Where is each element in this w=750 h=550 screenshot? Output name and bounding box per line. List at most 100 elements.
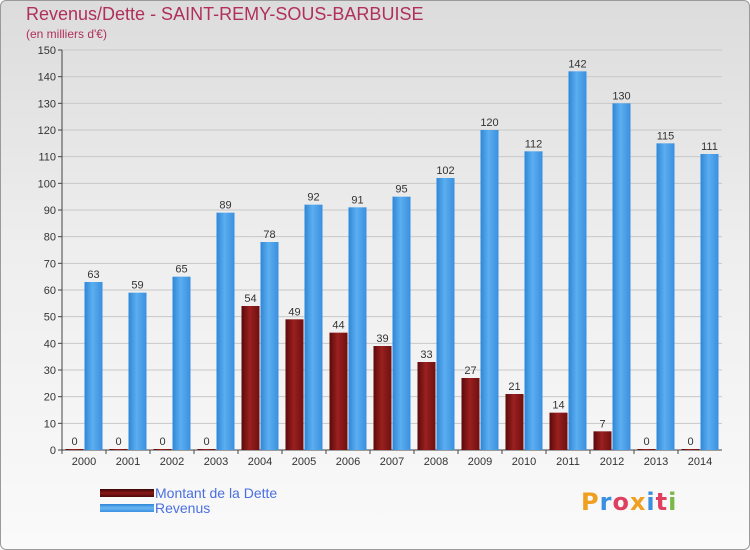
value-label-revenue: 63 xyxy=(87,269,99,281)
value-label-debt: 0 xyxy=(203,436,209,448)
bar-revenue xyxy=(348,207,367,450)
bar-debt xyxy=(197,449,216,450)
logo-letter: P xyxy=(581,488,600,516)
bar-revenue xyxy=(656,143,675,451)
y-tick-label: 40 xyxy=(44,338,56,350)
bar-debt xyxy=(417,362,436,450)
x-tick-label: 2012 xyxy=(600,456,624,468)
value-label-debt: 21 xyxy=(508,381,520,393)
value-label-revenue: 112 xyxy=(525,138,543,150)
bar-debt xyxy=(637,449,656,450)
bar-revenue xyxy=(304,204,323,450)
bar-debt xyxy=(373,346,392,450)
value-label-revenue: 102 xyxy=(436,165,454,177)
bars xyxy=(65,71,719,451)
value-label-revenue: 111 xyxy=(701,141,718,153)
x-tick-label: 2010 xyxy=(512,456,536,468)
bar-debt xyxy=(461,378,480,450)
logo-letter: t xyxy=(655,488,669,516)
logo-letter: x xyxy=(629,488,647,516)
y-tick-label: 100 xyxy=(38,178,56,190)
y-tick-label: 70 xyxy=(44,258,56,270)
value-label-debt: 0 xyxy=(115,436,121,448)
legend-swatch-debt xyxy=(100,489,154,497)
logo-letter: o xyxy=(612,488,630,516)
bar-revenue xyxy=(524,151,543,451)
value-label-debt: 0 xyxy=(159,436,165,448)
bar-revenue xyxy=(700,154,719,450)
y-tick-label: 140 xyxy=(38,72,56,84)
value-label-revenue: 120 xyxy=(480,117,498,129)
value-label-debt: 27 xyxy=(464,365,476,377)
bar-revenue xyxy=(172,276,191,450)
x-tick-label: 2004 xyxy=(248,456,272,468)
value-labels: 0 63 0 59 0 65 0 89 54 78 49 92 44 91 39 95 33 102 27 120 21… xyxy=(71,58,717,448)
legend-label-revenue: Revenus xyxy=(155,500,211,516)
value-label-revenue: 65 xyxy=(175,264,187,276)
chart-subtitle: (en milliers d'€) xyxy=(26,27,107,41)
value-label-debt: 14 xyxy=(552,400,564,412)
x-tick-label: 2009 xyxy=(468,456,492,468)
value-label-revenue: 59 xyxy=(131,280,143,292)
bar-debt xyxy=(593,431,612,450)
bar-revenue xyxy=(128,292,147,450)
x-tick-label: 2014 xyxy=(688,456,712,468)
x-tick-label: 2005 xyxy=(292,456,316,468)
value-label-revenue: 130 xyxy=(612,90,630,102)
logo-letter: r xyxy=(599,488,613,516)
x-tick-label: 2011 xyxy=(556,456,580,468)
bar-debt xyxy=(329,332,348,450)
bar-revenue xyxy=(612,103,631,450)
y-tick-label: 150 xyxy=(38,45,56,57)
y-tick-label: 90 xyxy=(44,205,56,217)
bar-debt xyxy=(681,449,700,450)
bar-revenue xyxy=(260,242,279,450)
y-tick-label: 130 xyxy=(38,98,56,110)
bar-revenue xyxy=(84,282,103,450)
value-label-debt: 44 xyxy=(332,320,344,332)
value-label-debt: 0 xyxy=(687,436,693,448)
bar-debt xyxy=(153,449,172,450)
y-tick-label: 0 xyxy=(50,445,56,457)
bar-debt xyxy=(285,319,304,450)
value-label-debt: 0 xyxy=(71,436,77,448)
value-label-debt: 54 xyxy=(244,293,256,305)
bar-revenue xyxy=(216,212,235,450)
y-tick-label: 80 xyxy=(44,232,56,244)
x-tick-label: 2002 xyxy=(160,456,184,468)
value-label-debt: 7 xyxy=(599,418,605,430)
bar-revenue xyxy=(480,130,499,450)
logo-letter: i xyxy=(646,488,656,516)
y-tick-label: 120 xyxy=(38,125,56,137)
grid-lines xyxy=(62,49,722,424)
bar-revenue xyxy=(568,71,587,450)
bar-debt xyxy=(109,449,128,450)
x-tick-label: 2008 xyxy=(424,456,448,468)
bar-debt xyxy=(549,412,568,450)
x-tick-label: 2007 xyxy=(380,456,404,468)
y-tick-label: 10 xyxy=(44,418,56,430)
value-label-debt: 33 xyxy=(420,349,432,361)
x-tick-label: 2006 xyxy=(336,456,360,468)
bar-debt xyxy=(241,306,260,450)
y-tick-label: 110 xyxy=(38,152,56,164)
bar-revenue xyxy=(436,178,455,450)
x-tick-label: 2001 xyxy=(116,456,140,468)
y-tick-label: 20 xyxy=(44,392,56,404)
legend-swatch-revenue xyxy=(100,504,154,512)
y-tick-label: 30 xyxy=(44,365,56,377)
y-tick-label: 60 xyxy=(44,285,56,297)
bar-debt xyxy=(65,449,84,450)
value-label-revenue: 89 xyxy=(219,200,231,212)
value-label-revenue: 91 xyxy=(351,194,363,206)
bar-debt xyxy=(505,394,524,450)
value-label-revenue: 78 xyxy=(263,229,275,241)
axes: 0102030405060708090100110120130140150200… xyxy=(38,45,722,468)
legend-label-debt: Montant de la Dette xyxy=(155,485,278,501)
logo-letter: i xyxy=(668,488,678,516)
x-tick-label: 2013 xyxy=(644,456,668,468)
x-tick-label: 2003 xyxy=(204,456,228,468)
value-label-debt: 0 xyxy=(643,436,649,448)
value-label-revenue: 95 xyxy=(395,184,407,196)
